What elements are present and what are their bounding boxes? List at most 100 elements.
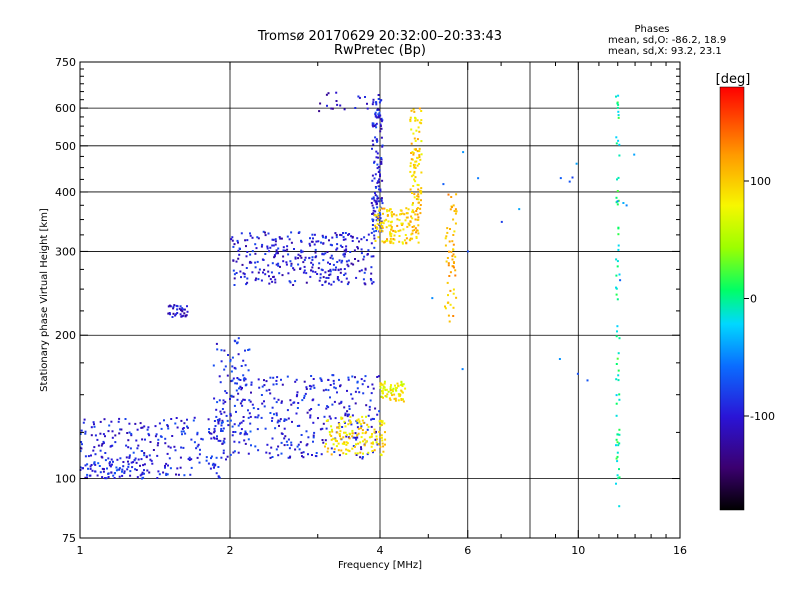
data-point — [389, 386, 392, 388]
data-point — [412, 132, 415, 135]
data-point — [416, 119, 419, 122]
data-point — [226, 419, 229, 422]
data-point — [165, 474, 168, 476]
data-point — [289, 399, 292, 402]
data-point — [380, 118, 382, 121]
data-point — [190, 438, 193, 441]
data-point — [447, 264, 450, 267]
data-point — [247, 452, 250, 455]
data-point — [616, 178, 618, 181]
data-point — [375, 226, 378, 229]
data-point — [357, 427, 360, 430]
data-point — [325, 276, 328, 279]
data-point — [416, 195, 419, 198]
data-point — [363, 255, 366, 258]
data-point — [331, 257, 334, 260]
data-point — [223, 349, 226, 352]
data-point — [246, 239, 249, 242]
data-point — [304, 256, 307, 259]
data-point — [398, 240, 401, 243]
data-point — [410, 109, 413, 112]
data-point — [362, 452, 364, 455]
data-point — [182, 308, 185, 311]
data-point — [340, 400, 343, 403]
data-point — [321, 253, 324, 256]
data-point — [617, 369, 620, 372]
data-point — [129, 474, 132, 477]
data-point — [401, 241, 404, 244]
data-point — [377, 200, 380, 203]
data-point — [143, 452, 146, 454]
data-point — [251, 271, 254, 274]
data-point — [372, 255, 375, 258]
data-point — [164, 466, 166, 469]
data-point — [219, 439, 222, 442]
data-point — [616, 441, 619, 444]
data-point — [406, 216, 409, 219]
data-point — [220, 424, 223, 427]
data-point — [282, 246, 285, 249]
data-point — [335, 234, 338, 236]
data-point — [392, 229, 395, 232]
data-point — [615, 438, 618, 441]
data-point — [274, 240, 277, 243]
data-point — [169, 313, 171, 316]
data-point — [449, 208, 452, 211]
data-point — [216, 401, 219, 404]
data-point — [297, 443, 300, 446]
data-point — [617, 444, 620, 447]
data-point — [312, 378, 315, 380]
data-point — [110, 471, 113, 474]
data-point — [362, 392, 365, 395]
data-point — [327, 389, 330, 392]
data-point — [83, 418, 86, 421]
data-point — [218, 476, 221, 479]
data-point — [297, 263, 300, 266]
data-point — [618, 398, 621, 401]
data-point — [303, 396, 306, 399]
data-point — [269, 456, 272, 459]
data-point — [328, 274, 331, 277]
data-point — [222, 402, 225, 405]
data-point — [317, 240, 320, 243]
data-point — [371, 139, 374, 142]
data-point — [353, 249, 356, 252]
data-point — [216, 437, 218, 440]
data-point — [379, 445, 382, 448]
data-point — [128, 454, 131, 457]
data-point — [99, 432, 102, 435]
data-point — [618, 273, 621, 276]
data-point — [165, 462, 168, 465]
data-point — [391, 389, 394, 392]
data-point — [378, 211, 381, 214]
data-point — [294, 256, 297, 259]
data-point — [371, 204, 374, 207]
data-point — [401, 383, 404, 386]
data-point — [104, 435, 106, 438]
data-point — [317, 403, 320, 406]
data-point — [568, 180, 571, 183]
data-point — [143, 425, 146, 428]
data-point — [331, 244, 333, 247]
data-point — [374, 224, 377, 227]
data-point — [394, 397, 397, 400]
data-point — [376, 195, 379, 198]
data-point — [178, 307, 181, 310]
data-point — [179, 305, 182, 308]
data-point — [388, 209, 391, 212]
data-point — [278, 272, 281, 275]
data-point — [372, 220, 374, 223]
data-point — [413, 137, 416, 140]
data-point — [336, 247, 339, 250]
data-point — [325, 93, 328, 96]
data-point — [277, 445, 280, 448]
data-point — [370, 418, 373, 421]
data-point — [347, 413, 350, 416]
data-point — [188, 459, 191, 461]
data-point — [401, 222, 404, 225]
data-point — [249, 232, 251, 235]
data-point — [292, 267, 295, 270]
data-point — [349, 433, 351, 436]
data-point — [447, 294, 449, 297]
